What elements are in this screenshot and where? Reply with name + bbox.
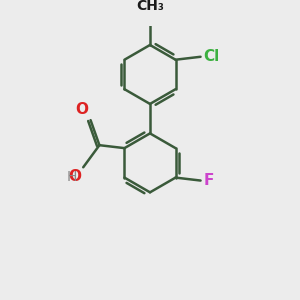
Text: Cl: Cl (203, 49, 220, 64)
Text: H: H (67, 170, 77, 184)
Text: O: O (76, 102, 88, 117)
Text: O: O (68, 169, 81, 184)
Text: CH₃: CH₃ (136, 0, 164, 13)
Text: F: F (203, 173, 214, 188)
